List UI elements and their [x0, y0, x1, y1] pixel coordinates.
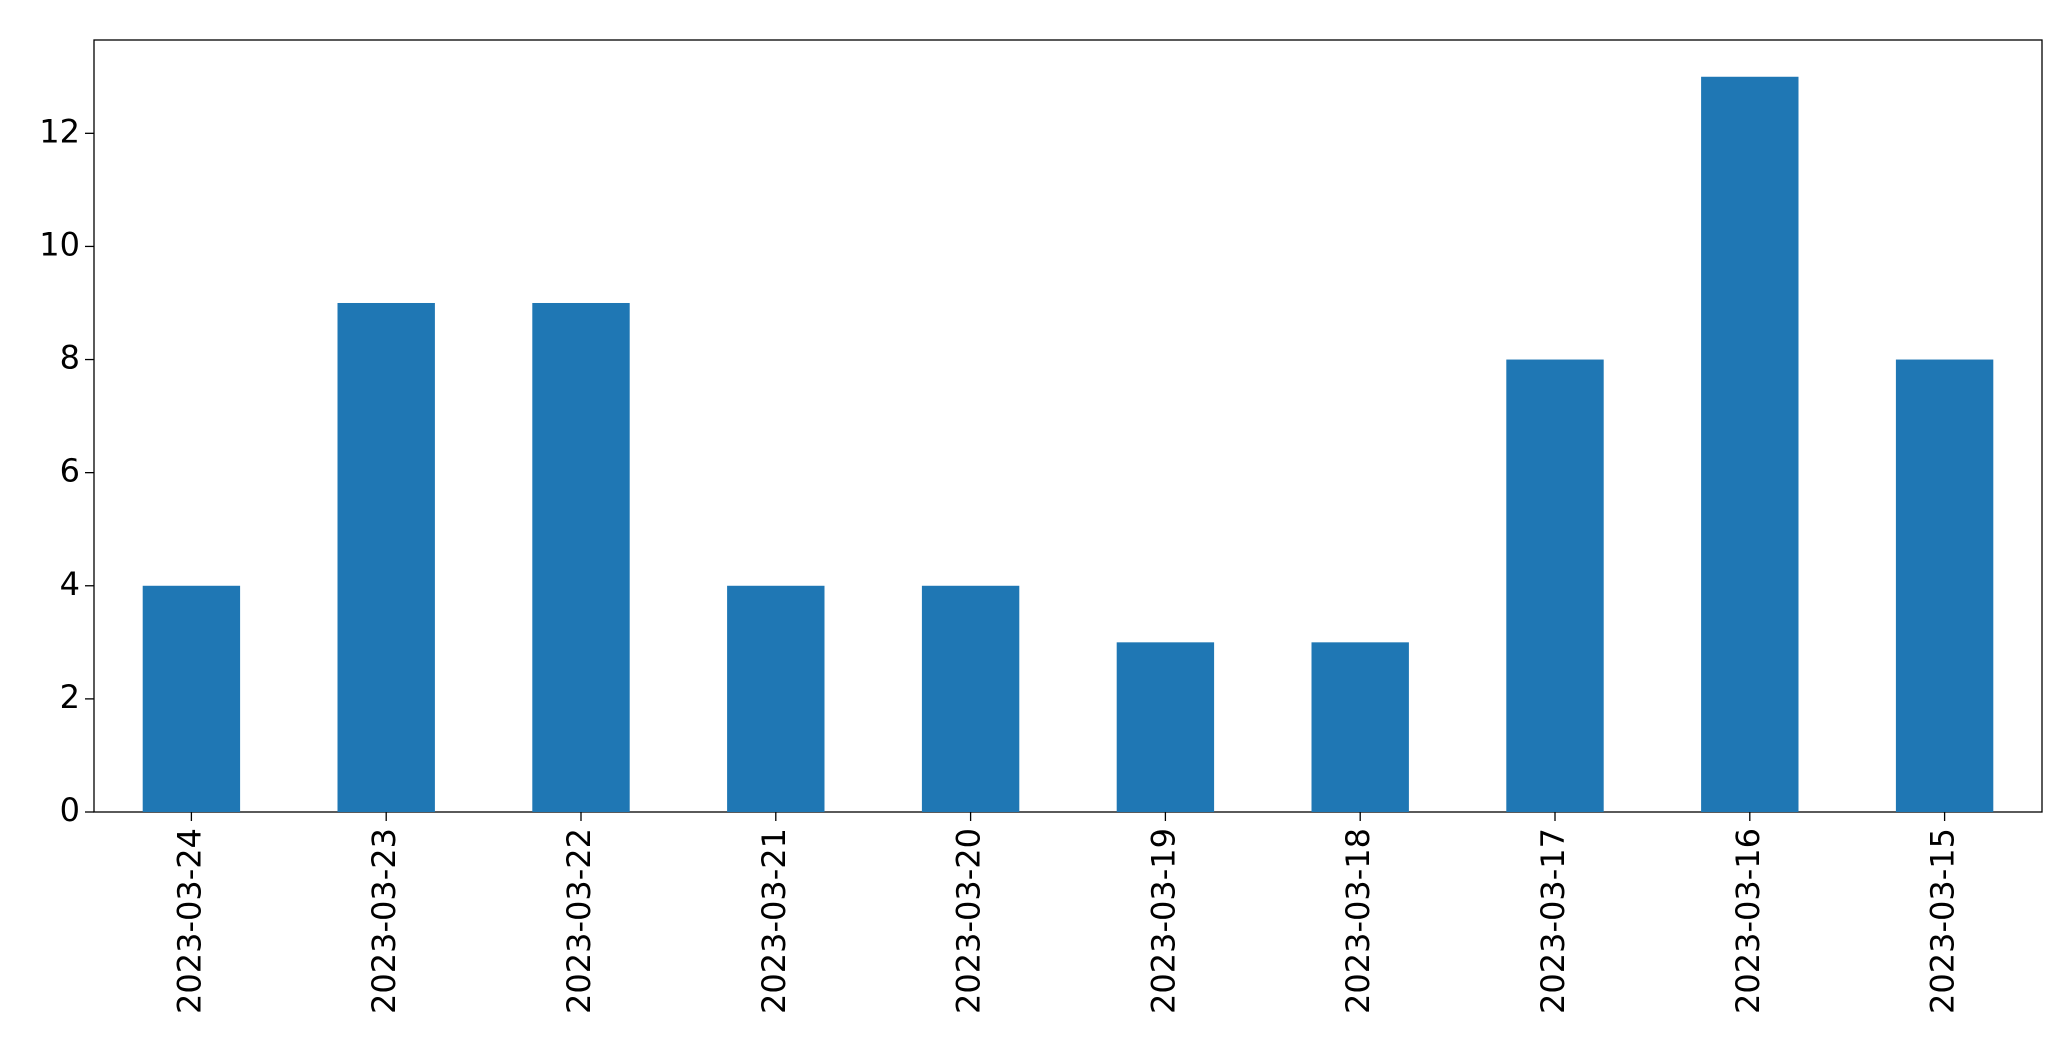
bar	[1311, 642, 1409, 812]
bar	[337, 302, 435, 812]
x-tick-label: 2023-03-20	[950, 828, 988, 1014]
y-tick-label: 8	[60, 339, 80, 377]
y-tick-label: 4	[60, 565, 80, 603]
y-tick-label: 12	[39, 112, 80, 150]
x-tick-label: 2023-03-18	[1339, 828, 1377, 1014]
x-tick-label: 2023-03-21	[755, 828, 793, 1014]
x-tick-label: 2023-03-19	[1144, 828, 1182, 1014]
y-tick-label: 0	[60, 791, 80, 829]
x-tick-label: 2023-03-15	[1924, 828, 1962, 1014]
x-tick-label: 2023-03-17	[1534, 828, 1572, 1014]
bar	[1506, 359, 1604, 812]
bar	[921, 585, 1020, 812]
bar	[727, 585, 825, 812]
bar	[142, 585, 241, 812]
plot-frame	[93, 39, 2043, 813]
bar	[532, 302, 630, 812]
y-tick-label: 6	[60, 452, 80, 490]
x-tick-label: 2023-03-23	[365, 828, 403, 1014]
x-tick-label: 2023-03-22	[560, 828, 598, 1014]
bar	[1116, 642, 1215, 812]
y-tick-label: 10	[39, 225, 80, 263]
x-tick-label: 2023-03-24	[170, 828, 208, 1014]
y-tick-label: 2	[60, 678, 80, 716]
x-tick-label: 2023-03-16	[1729, 828, 1767, 1014]
bar	[1701, 76, 1799, 812]
bar	[1895, 359, 1994, 812]
